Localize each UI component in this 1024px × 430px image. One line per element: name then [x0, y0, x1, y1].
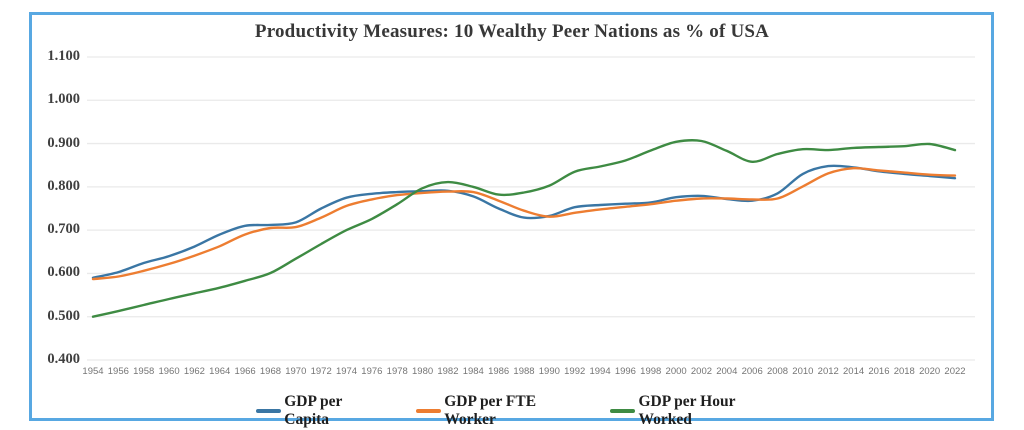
y-axis-tick-label: 0.500 — [47, 307, 80, 324]
x-axis-tick-label: 1958 — [133, 366, 155, 377]
y-axis-tick-label: 0.400 — [47, 351, 80, 367]
x-axis-tick-label: 1984 — [462, 366, 484, 377]
x-axis-tick-label: 2002 — [690, 366, 713, 377]
y-axis-tick-label: 0.800 — [47, 177, 80, 194]
x-axis-tick-label: 1976 — [361, 366, 383, 377]
x-axis-tick-label: 2018 — [893, 366, 915, 377]
x-axis-tick-label: 1960 — [158, 366, 180, 377]
series-line-gdp-per-hour-worked — [91, 138, 957, 318]
x-axis-tick-label: 2012 — [817, 366, 839, 377]
x-axis-tick-label: 1956 — [107, 366, 129, 377]
x-axis-tick-label: 1992 — [564, 366, 586, 377]
x-axis-tick-label: 1988 — [513, 366, 535, 377]
legend-item-gdp-per-hour-worked: GDP per Hour Worked — [610, 393, 768, 429]
chart-title: Productivity Measures: 10 Wealthy Peer N… — [254, 21, 770, 42]
x-axis-tick-label: 1974 — [335, 366, 358, 377]
x-axis-tick-label: 1978 — [386, 366, 408, 377]
x-axis-tick-label: 2014 — [843, 366, 865, 377]
y-axis-tick-label: 0.700 — [47, 221, 80, 238]
y-axis-tick-label: 0.900 — [47, 134, 80, 151]
x-axis-tick-label: 1970 — [285, 366, 307, 377]
x-axis-tick-label: 1982 — [437, 366, 459, 377]
legend-label: GDP per Hour Worked — [638, 393, 736, 428]
x-axis-tick-label: 1964 — [209, 366, 231, 377]
x-axis-tick-label: 1968 — [259, 366, 282, 377]
x-axis-tick-label: 1980 — [412, 366, 434, 377]
legend-label: GDP per Capita — [284, 393, 343, 428]
x-axis-tick-label: 2006 — [741, 366, 763, 377]
y-axis-tick-label: 1.000 — [47, 91, 80, 108]
x-axis-tick-label: 1954 — [82, 366, 104, 377]
x-axis-tick-label: 2004 — [716, 366, 738, 377]
series-line-gdp-per-capita — [91, 164, 957, 279]
chart-card — [29, 12, 994, 421]
x-axis-tick-label: 2010 — [792, 366, 814, 377]
line-swatch-icon — [610, 409, 636, 413]
series-line-gdp-per-fte-worker — [91, 166, 957, 281]
x-axis-tick-label: 2008 — [766, 366, 789, 377]
x-axis-tick-label: 1972 — [310, 366, 332, 377]
x-axis-tick-label: 1986 — [488, 366, 510, 377]
x-axis-tick-label: 1966 — [234, 366, 256, 377]
x-axis-tick-label: 1996 — [614, 366, 636, 377]
legend-item-gdp-per-fte-worker: GDP per FTE Worker — [415, 393, 568, 429]
line-swatch-icon — [415, 409, 442, 413]
x-axis-tick-label: 2022 — [944, 366, 966, 377]
x-axis-tick-label: 1998 — [640, 366, 662, 377]
x-axis-tick-label: 2000 — [665, 366, 687, 377]
legend: GDP per Capita GDP per FTE Worker GDP pe… — [256, 393, 768, 429]
y-axis-tick-label: 1.100 — [47, 48, 80, 64]
legend-label: GDP per FTE Worker — [444, 393, 537, 428]
legend-item-gdp-per-capita: GDP per Capita — [256, 393, 374, 429]
x-axis-tick-label: 1990 — [538, 366, 560, 377]
x-axis-tick-label: 1962 — [183, 366, 205, 377]
line-swatch-icon — [256, 409, 282, 413]
y-axis-tick-label: 0.600 — [47, 264, 80, 281]
x-axis-tick-label: 2020 — [919, 366, 941, 377]
x-axis-tick-label: 2016 — [868, 366, 890, 377]
x-axis-tick-label: 1994 — [589, 366, 611, 377]
